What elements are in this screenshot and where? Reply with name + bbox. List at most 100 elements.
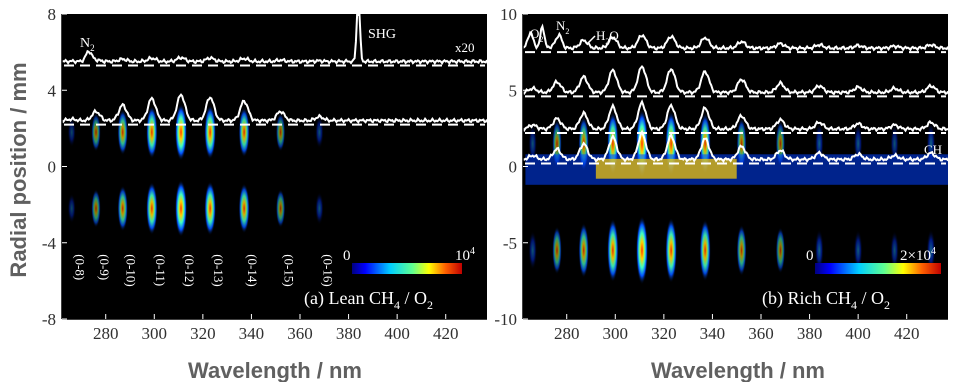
y-tick-label: 0	[48, 158, 57, 177]
spectrum-trace	[522, 64, 949, 96]
band-label: (0-11)	[153, 254, 168, 286]
emission-band-lower	[238, 183, 250, 234]
emission-band-lower	[814, 228, 824, 272]
x-tick-label: 360	[748, 324, 774, 343]
emission-band-lower	[736, 224, 747, 277]
panel-a-colorbar-min: 0	[343, 248, 351, 264]
panel-a-shg-label: SHG	[368, 27, 396, 42]
emission-band-lower	[699, 219, 711, 282]
x-tick-label: 420	[433, 324, 459, 343]
band-label: (0-13)	[211, 254, 226, 287]
emission-band-lower	[636, 216, 648, 285]
x-tick-label: 320	[651, 324, 677, 343]
panel-b-colorbar-min: 0	[806, 248, 814, 264]
y-tick-label: 5	[509, 81, 518, 100]
emission-band-upper	[315, 115, 324, 149]
emission-band-lower	[146, 181, 158, 235]
y-tick-label: 10	[500, 5, 517, 24]
x-tick-label: 280	[93, 324, 119, 343]
panel-b-colorbar	[815, 263, 941, 274]
panel-a-x-axis-title: Wavelength / nm	[188, 358, 362, 382]
emission-band-lower	[117, 185, 128, 232]
panel-a-emission-bands	[67, 103, 324, 238]
band-label: (0-8)	[73, 254, 88, 280]
emission-band-upper	[91, 112, 101, 152]
band-label: (0-14)	[245, 254, 260, 287]
emission-band-lower	[578, 222, 589, 278]
panel-a-colorbar	[352, 263, 462, 274]
panel-b-axes: 280 300 320 340 360 380 400 420 10 5 0 -5 -10	[494, 5, 948, 343]
emission-band-lower	[528, 230, 538, 271]
panel-a-band-labels: (0-8) (0-9) (0-10) (0-11) (0-12) (0-13) (0-14)…	[73, 254, 336, 287]
spectrum-trace	[522, 23, 949, 52]
panel-a-lean: (0-8) (0-9) (0-10) (0-11) (0-12) (0-13) (0-14)…	[42, 5, 488, 382]
panel-b-rich: O2 N2 H2O CH 0 2×104 (b) Rich CH4 / O2 2…	[494, 5, 949, 382]
panel-b-title: (b) Rich CH4 / O2	[762, 288, 890, 312]
emission-band-upper	[238, 107, 250, 158]
emission-band-lower	[315, 191, 324, 225]
x-tick-label: 400	[384, 324, 410, 343]
x-tick-label: 380	[797, 324, 823, 343]
band-label: (0-16)	[320, 254, 335, 287]
y-tick-label: 4	[48, 81, 57, 100]
y-tick-label: 8	[48, 5, 57, 24]
y-tick-label: -4	[42, 234, 57, 253]
x-tick-label: 360	[287, 324, 313, 343]
band-label: (0-10)	[124, 254, 139, 287]
emission-band-upper	[146, 105, 158, 159]
emission-band-lower	[67, 193, 76, 224]
emission-band-lower	[853, 229, 863, 271]
band-label: (0-9)	[97, 254, 112, 280]
emission-band-upper	[67, 117, 76, 148]
emission-band-upper	[117, 109, 128, 156]
panel-a-title: (a) Lean CH4 / O2	[304, 288, 433, 312]
emission-band-lower	[275, 189, 286, 228]
x-tick-label: 420	[894, 324, 920, 343]
panel-a-colorbar-max: 104	[455, 246, 475, 264]
panel-b-h2o-label: H2O	[596, 28, 619, 46]
x-tick-label: 320	[190, 324, 216, 343]
emission-band-lower	[204, 181, 216, 236]
panel-b-x-axis-title: Wavelength / nm	[651, 358, 825, 382]
emission-band-lower	[775, 227, 786, 274]
panel-a-scale-label: x20	[455, 40, 475, 55]
y-axis-title: Radial position / mm	[6, 62, 31, 277]
panel-b-h2o-pointer	[586, 35, 596, 45]
panel-b-colorbar-max: 2×104	[900, 246, 936, 264]
band-label: (0-15)	[282, 254, 297, 287]
emission-band-lower	[607, 218, 619, 283]
panel-b-ch-label: CH	[924, 142, 942, 157]
panel-a-axes: 280 300 320 340 360 380 400 420 8 4 0 -4 -8	[42, 5, 487, 343]
y-tick-label: -5	[503, 234, 517, 253]
x-tick-label: 340	[239, 324, 265, 343]
panel-a-spectra	[61, 14, 488, 126]
spectrum-trace	[522, 129, 949, 163]
spectrum-trace	[61, 93, 488, 125]
y-tick-label: 0	[509, 158, 518, 177]
spectrum-trace	[522, 99, 948, 133]
panel-b-o2-label: O2	[530, 26, 543, 44]
x-tick-label: 380	[336, 324, 362, 343]
x-tick-label: 340	[700, 324, 726, 343]
emission-band-lower	[552, 226, 562, 275]
y-tick-label: -10	[494, 310, 517, 329]
y-tick-label: -8	[42, 310, 56, 329]
emission-band-lower	[890, 230, 899, 271]
x-tick-label: 400	[845, 324, 871, 343]
spectrum-trace	[61, 14, 488, 66]
emission-band-lower	[665, 217, 677, 283]
x-tick-label: 280	[554, 324, 580, 343]
emission-band-upper	[275, 112, 286, 152]
x-tick-label: 300	[142, 324, 168, 343]
panel-b-spectra	[522, 23, 949, 165]
emission-band-lower	[91, 189, 101, 228]
emission-band-upper	[175, 103, 187, 161]
panel-b-n2-label: N2	[556, 18, 569, 36]
band-label: (0-12)	[182, 254, 197, 287]
emission-band-lower	[175, 179, 187, 238]
panel-a-n2-label: N2	[80, 36, 95, 53]
emission-band-upper	[204, 105, 216, 160]
x-tick-label: 300	[603, 324, 629, 343]
emission-band-lower	[926, 228, 936, 272]
